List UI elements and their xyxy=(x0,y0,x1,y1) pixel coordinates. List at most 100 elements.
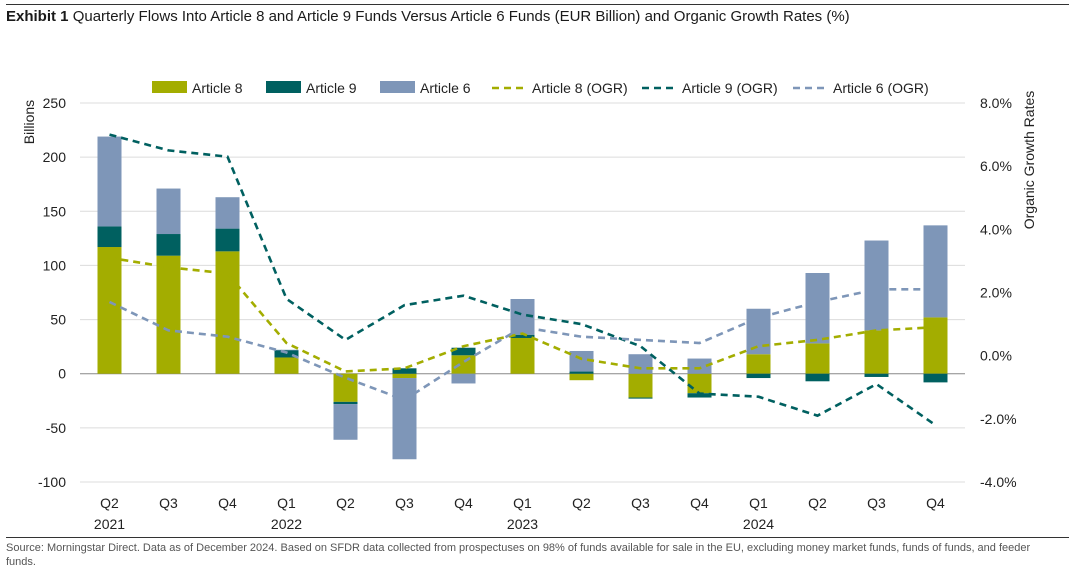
bar-article-9 xyxy=(333,401,358,405)
bar-article-6 xyxy=(687,358,712,374)
legend-label: Article 8 (OGR) xyxy=(532,80,628,96)
bar-article-9 xyxy=(628,397,653,399)
y-tick-label: 50 xyxy=(50,312,66,328)
bar-article-6 xyxy=(156,188,181,235)
bar-article-9 xyxy=(805,373,830,382)
bar-article-8 xyxy=(510,337,535,374)
y-tick-label: 0 xyxy=(58,366,66,382)
x-tick-label: Q2 xyxy=(572,495,591,511)
bar-article-9 xyxy=(215,228,240,252)
bar-article-8 xyxy=(215,251,240,374)
y-axis-title: Billions xyxy=(21,100,37,144)
y2-tick-label: 2.0% xyxy=(980,285,1012,301)
y2-tick-label: -4.0% xyxy=(980,474,1017,490)
bar-article-8 xyxy=(864,330,889,374)
gridlines xyxy=(80,102,965,483)
legend-label: Article 6 xyxy=(420,80,471,96)
bar-article-9 xyxy=(510,334,535,338)
bar-article-9 xyxy=(392,368,417,374)
bar-article-8 xyxy=(156,255,181,374)
x-tick-label: Q1 xyxy=(749,495,768,511)
bars-layer xyxy=(97,136,948,460)
y-tick-label: 200 xyxy=(43,149,67,165)
bar-article-6 xyxy=(392,378,417,460)
bar-article-9 xyxy=(864,373,889,377)
bar-article-6 xyxy=(923,225,948,318)
line-article-8-ogr xyxy=(109,256,936,373)
x-tick-label: Q2 xyxy=(100,495,119,511)
line-article-9-ogr xyxy=(109,133,937,427)
bar-article-8 xyxy=(805,343,830,374)
lines-layer xyxy=(108,133,937,427)
y2-tick-label: 4.0% xyxy=(980,221,1012,237)
bar-article-9 xyxy=(687,393,712,398)
line-article-6-ogr xyxy=(108,288,936,402)
top-rule xyxy=(6,4,1069,5)
y-tick-label: 250 xyxy=(43,95,67,111)
x-tick-label: Q2 xyxy=(336,495,355,511)
legend-swatch xyxy=(380,81,415,93)
y2-tick-label: 0.0% xyxy=(980,348,1012,364)
bar-article-8 xyxy=(274,357,299,374)
bar-article-6 xyxy=(569,350,594,372)
y2-axis-title: Organic Growth Rates xyxy=(1021,91,1037,230)
x-tick-label: Q2 xyxy=(808,495,827,511)
bar-article-8 xyxy=(392,373,417,379)
bar-article-9 xyxy=(569,371,594,374)
bar-article-8 xyxy=(333,373,358,402)
bar-article-6 xyxy=(333,404,358,440)
bar-article-9 xyxy=(451,347,476,356)
bar-article-8 xyxy=(569,373,594,381)
bar-article-6 xyxy=(864,240,889,331)
legend-label: Article 9 (OGR) xyxy=(682,80,778,96)
x-tick-label: Q3 xyxy=(395,495,414,511)
bar-article-8 xyxy=(923,317,948,374)
y-tick-label: 100 xyxy=(43,257,67,273)
x-tick-label: Q1 xyxy=(277,495,296,511)
bar-article-6 xyxy=(628,354,653,374)
y2-tick-label: -2.0% xyxy=(980,411,1017,427)
x-tick-label: Q3 xyxy=(159,495,178,511)
x-year-label: 2021 xyxy=(94,516,125,532)
y-tick-label: -50 xyxy=(46,420,66,436)
bar-article-8 xyxy=(451,355,476,374)
x-tick-label: Q4 xyxy=(454,495,473,511)
x-year-label: 2023 xyxy=(507,516,538,532)
exhibit-label: Exhibit 1 xyxy=(6,8,69,25)
bar-article-9 xyxy=(746,373,771,379)
x-tick-label: Q3 xyxy=(631,495,650,511)
axes-layer: 250 200 150 100 50 0 -50 -100 8.0% 6.0% 4.0% 2.0% 0.… xyxy=(21,91,1037,532)
bar-article-9 xyxy=(923,373,948,383)
legend-swatch xyxy=(266,81,301,93)
x-tick-label: Q1 xyxy=(513,495,532,511)
x-year-label: 2024 xyxy=(743,516,774,532)
y2-tick-label: 8.0% xyxy=(980,95,1012,111)
bar-article-6 xyxy=(805,273,830,344)
x-tick-label: Q4 xyxy=(218,495,237,511)
source-note: Source: Morningstar Direct. Data as of D… xyxy=(6,542,1031,568)
bar-article-6 xyxy=(274,349,299,351)
x-tick-label: Q4 xyxy=(690,495,709,511)
bar-article-9 xyxy=(156,234,181,256)
bar-article-8 xyxy=(687,373,712,394)
bar-article-6 xyxy=(97,136,122,227)
x-tick-label: Q3 xyxy=(867,495,886,511)
bar-article-8 xyxy=(746,354,771,374)
bar-article-6 xyxy=(451,373,476,384)
x-year-label: 2022 xyxy=(271,516,302,532)
bottom-rule xyxy=(6,537,1069,538)
y-tick-label: -100 xyxy=(38,474,66,490)
legend-swatch xyxy=(152,81,187,93)
x-tick-label: Q4 xyxy=(926,495,945,511)
legend-label: Article 8 xyxy=(192,80,243,96)
bar-article-8 xyxy=(97,247,122,374)
y2-tick-label: 6.0% xyxy=(980,158,1012,174)
legend-label: Article 9 xyxy=(306,80,357,96)
y-tick-label: 150 xyxy=(43,203,67,219)
bar-article-6 xyxy=(215,197,240,229)
legend: Article 8 Article 9 Article 6 Article 8 (OG… xyxy=(152,80,929,96)
title-text: Quarterly Flows Into Article 8 and Artic… xyxy=(72,8,850,25)
chart-title: Exhibit 1 Quarterly Flows Into Article 8… xyxy=(6,8,850,25)
bar-article-8 xyxy=(628,373,653,398)
